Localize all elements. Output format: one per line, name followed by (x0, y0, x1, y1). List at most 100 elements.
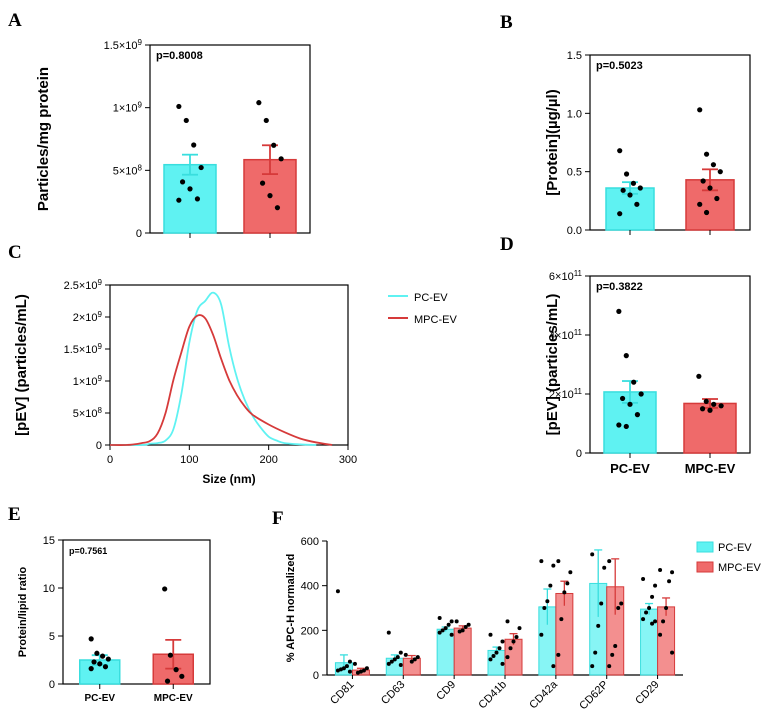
panel-F-point (443, 626, 448, 631)
panel-A-point (271, 142, 277, 148)
panel-F-point (661, 619, 666, 624)
panel-D-xlabel-mpc-ev: MPC-EV (685, 461, 736, 476)
panel-F-point (449, 632, 454, 637)
panel-D-point (703, 398, 709, 404)
panel-B-point (707, 185, 713, 191)
panel-F-point (590, 552, 595, 557)
panel-F-point (454, 619, 459, 624)
panel-F-xlabel-cd63: CD63 (379, 679, 407, 707)
panel-D-pvalue: p=0.3822 (596, 281, 643, 293)
panel-F-point (347, 669, 352, 674)
panel-F-point (415, 655, 420, 660)
panel-D-point (718, 403, 724, 409)
panel-F-point (355, 670, 360, 675)
panel-F-point (664, 606, 669, 610)
panel-C-ytick-label: 1.5×109 (64, 342, 103, 357)
panel-A-point (194, 196, 201, 202)
panel-D-point (623, 353, 629, 359)
panel-F-point (500, 639, 505, 644)
panel-F-point (653, 583, 658, 588)
panel-E-point (88, 636, 94, 642)
panel-D-xlabel-pc-ev: PC-EV (610, 461, 650, 476)
panel-D-ytick-label: 0 (576, 448, 582, 460)
panel-label-E: E (8, 504, 21, 525)
panel-B-point (637, 185, 643, 191)
panel-F-point (658, 632, 663, 637)
panel-D-frame (589, 275, 751, 454)
panel-F-point (395, 655, 400, 660)
panel-A-point (179, 179, 186, 185)
panel-F-point (398, 650, 403, 655)
panel-F-xlabel-cd9: CD9 (434, 679, 458, 703)
panel-F-point (551, 664, 556, 669)
panel-F-point (514, 635, 519, 640)
panel-D-point (696, 373, 702, 379)
panel-C-xtick-label: 100 (180, 454, 198, 466)
panel-A-point (187, 186, 193, 192)
panel-D-ytick-label: 6×1011 (549, 269, 583, 284)
panel-B-point (697, 107, 703, 113)
panel-E-point (102, 664, 109, 670)
panel-A-point (176, 103, 182, 110)
panel-F-point (653, 619, 658, 624)
panel-F-point (590, 664, 595, 669)
panel-F-point (562, 590, 567, 595)
panel-F-point (392, 657, 397, 662)
panel-F-point (670, 650, 675, 655)
panel-A-point (183, 117, 189, 124)
panel-D-point (638, 391, 644, 397)
panel-E-point (97, 661, 103, 667)
panel-B-point (714, 195, 720, 202)
panel-A-point (267, 193, 273, 199)
panel-F-ytick-label: 400 (301, 581, 319, 593)
panel-B-ylabel: [Protein](µg/µl) (544, 89, 561, 195)
panel-F-point (497, 646, 502, 651)
panel-B-point (700, 178, 706, 184)
panel-C-xtick-label: 300 (339, 454, 357, 466)
panel-E-point (88, 666, 94, 672)
panel-F-point (347, 659, 352, 664)
panel-B-ytick-label: 1.0 (567, 108, 582, 120)
panel-B-point (617, 211, 623, 217)
panel-F-xlabel-cd29: CD29 (633, 679, 661, 707)
panel-F-legend-swatch (696, 561, 714, 573)
panel-F-point (650, 621, 655, 626)
panel-D-point (627, 401, 633, 407)
panel-F-point (565, 581, 570, 586)
panel-F-point (491, 654, 496, 659)
panel-F-xlabel-cd62p: CD62P (577, 679, 611, 713)
panel-label-B: B (500, 12, 513, 33)
panel-F-point (658, 568, 663, 573)
panel-C-line-pc-ev (109, 291, 317, 446)
panel-A-ylabel: Particles/mg protein (35, 67, 52, 211)
panel-F-point (437, 630, 442, 635)
panel-B-point (620, 187, 626, 193)
panel-F-point (613, 643, 618, 648)
panel-B-ytick-label: 0.0 (567, 225, 582, 237)
panel-F-point (644, 610, 649, 615)
panel-F-point (457, 629, 462, 634)
panel-F-point (593, 650, 598, 655)
panel-B-frame (589, 54, 751, 231)
panel-D-point (631, 379, 637, 385)
panel-B-ytick-label: 0.5 (567, 167, 582, 179)
panel-D-point (616, 308, 622, 314)
panel-F-bar-cd9-mpc-ev (453, 627, 472, 676)
panel-F-point (559, 617, 564, 622)
panel-F-point (494, 650, 499, 655)
panel-label-C: C (8, 242, 22, 263)
panel-F-point (505, 619, 510, 624)
panel-F-ytick-label: 600 (301, 536, 319, 548)
panel-F-point (647, 606, 652, 610)
panel-F-xlabel-cd81: CD81 (328, 679, 356, 707)
panel-B-point (630, 180, 637, 186)
panel-F-point (619, 601, 624, 606)
panel-A-point (191, 142, 197, 148)
panel-A-ytick-label: 5×108 (113, 163, 143, 178)
panel-F-point (607, 559, 612, 564)
panel-F-point (641, 576, 646, 581)
panel-B-point (617, 148, 623, 154)
panel-A-point (256, 100, 262, 106)
panel-A-point (176, 197, 182, 203)
panel-F-point (335, 668, 340, 673)
